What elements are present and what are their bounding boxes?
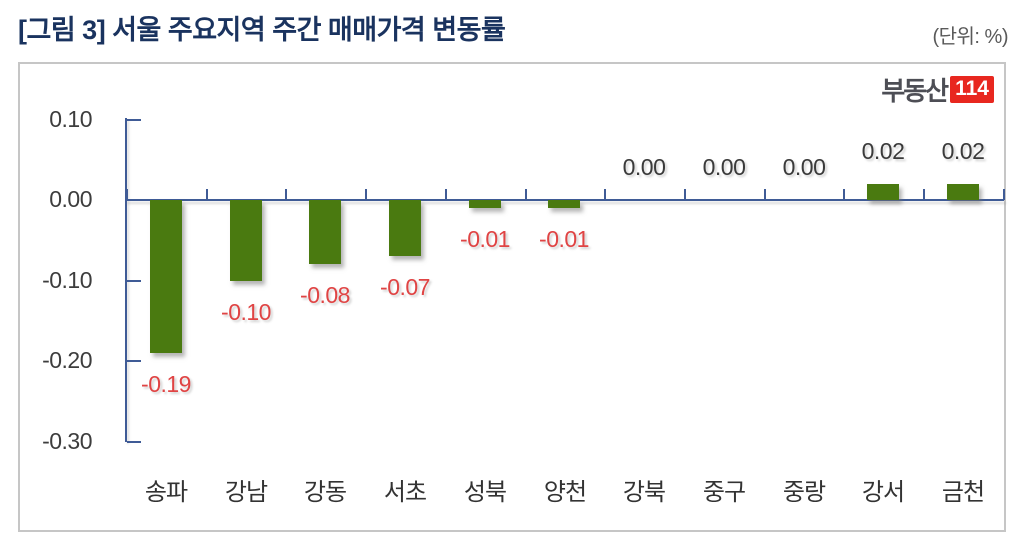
data-label: -0.10	[221, 299, 271, 325]
logo-text: 부동산	[881, 76, 949, 106]
x-axis-tick	[843, 189, 845, 200]
bar	[469, 200, 501, 208]
data-label: -0.07	[380, 274, 430, 300]
bar	[309, 200, 341, 264]
category-label: 강북	[622, 479, 666, 506]
logo-badge: 114	[950, 76, 994, 103]
y-tick-label: -0.20	[42, 347, 92, 373]
y-tick-label: -0.30	[42, 427, 92, 454]
data-label: 0.02	[941, 138, 985, 164]
data-label: -0.19	[141, 371, 191, 397]
bar	[389, 200, 421, 256]
bar	[867, 184, 899, 200]
bar	[150, 200, 182, 353]
category-label: 양천	[543, 479, 587, 506]
category-label: 서초	[383, 479, 427, 506]
category-label: 금천	[941, 479, 985, 506]
y-axis-line	[125, 117, 127, 442]
y-tick-label: 0.10	[49, 105, 92, 132]
x-axis-tick	[525, 189, 527, 200]
unit-label: (단위: %)	[932, 26, 1008, 48]
chart-container: 부동산 114 0.10 0.00 -0.10 -0.20 -0.30 -0.19 송파 -0…	[18, 62, 1006, 532]
x-axis-tick	[684, 189, 686, 200]
y-tick-label: 0.00	[49, 186, 92, 212]
x-axis-tick	[445, 189, 447, 200]
y-axis-tick	[127, 279, 141, 282]
data-label: 0.00	[782, 154, 826, 180]
data-label: 0.02	[861, 138, 905, 164]
y-axis-tick	[127, 360, 141, 362]
bar	[548, 200, 580, 208]
x-axis-tick	[365, 189, 367, 200]
x-axis-tick	[923, 189, 925, 200]
x-axis-tick	[764, 189, 766, 200]
budongsan114-logo: 부동산 114	[881, 71, 994, 108]
category-label: 송파	[144, 479, 188, 506]
category-label: 성북	[463, 479, 507, 506]
x-axis-tick	[604, 189, 606, 200]
x-axis-tick	[1003, 189, 1005, 200]
data-label: -0.08	[300, 282, 350, 308]
category-label: 강서	[861, 479, 905, 506]
y-axis-tick	[127, 440, 141, 443]
data-label: -0.01	[539, 226, 589, 252]
category-label: 강동	[303, 479, 347, 506]
y-axis-tick	[127, 118, 141, 121]
category-label: 강남	[224, 479, 268, 506]
category-label: 중구	[702, 479, 746, 506]
page-title: [그림 3] 서울 주요지역 주간 매매가격 변동률	[18, 15, 506, 45]
x-axis-tick	[285, 189, 287, 200]
data-label: 0.00	[622, 154, 666, 180]
y-tick-label: -0.10	[42, 266, 92, 293]
data-label: -0.01	[460, 226, 510, 252]
x-axis-tick	[206, 189, 208, 200]
x-axis-tick	[126, 189, 128, 200]
bar	[947, 184, 979, 200]
category-label: 중랑	[782, 479, 826, 506]
bar	[230, 200, 262, 281]
data-label: 0.00	[702, 154, 746, 180]
